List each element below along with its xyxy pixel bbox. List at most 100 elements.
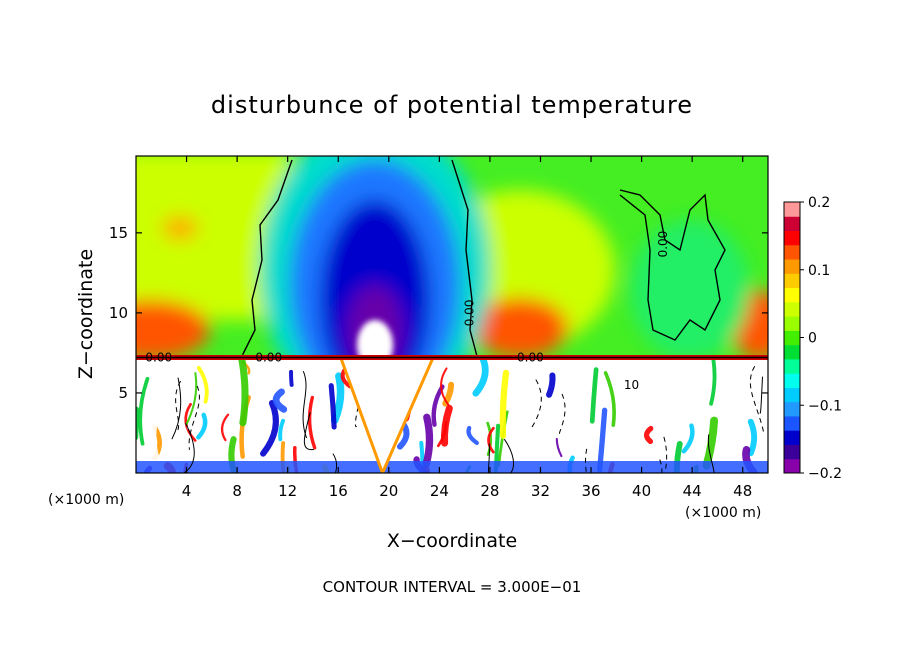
warm-spot-15: [162, 216, 198, 240]
plot-frame: [135, 155, 769, 474]
x-tick-label: 44: [683, 482, 702, 500]
x-tick-label: 36: [581, 482, 600, 500]
turbulent-streak: [709, 358, 717, 406]
turbulent-streak: [472, 356, 489, 397]
turbulent-streak: [567, 455, 575, 473]
turbulent-streak: [196, 412, 208, 440]
turbulent-streak: [238, 354, 249, 427]
x-tick-label: 12: [278, 482, 297, 500]
x-unit-right: (×1000 m): [685, 505, 761, 521]
turbulent-streak: [440, 404, 453, 447]
colorbar-swatch: [784, 287, 800, 303]
zero-contour-left: [239, 159, 293, 361]
colorbar-swatch: [784, 202, 800, 217]
turbulent-streak: [589, 367, 599, 424]
lower-contour: [171, 377, 182, 440]
upper-field: [136, 156, 768, 420]
colorbar-tick-label: −0.2: [808, 466, 842, 482]
lower-contour: [303, 412, 315, 450]
turbulent-streak: [262, 370, 273, 419]
turbulent-streak: [555, 437, 563, 458]
contour-label: 0.00: [517, 351, 544, 365]
colorbar-swatch: [784, 259, 800, 274]
contour-label: 10: [624, 378, 639, 392]
x-tick-label: 48: [733, 482, 752, 500]
colorbar-swatch: [784, 444, 800, 460]
zero-contour-mid: [451, 159, 479, 361]
turbulent-streak: [196, 365, 209, 404]
x-tick-label: 32: [531, 482, 550, 500]
x-unit-left: (×1000 m): [48, 492, 124, 508]
turbulent-streak: [289, 369, 294, 387]
lower-contour: [354, 389, 365, 427]
x-tick-label: 8: [232, 482, 242, 500]
turbulent-streak: [184, 402, 197, 442]
colorbar-swatch: [784, 316, 800, 331]
turbulent-streak: [440, 367, 450, 407]
colorbar-tick-label: −0.1: [808, 398, 842, 414]
colorbar-swatch: [784, 216, 800, 232]
y-tick-label: 5: [118, 384, 128, 402]
lower-contour: [559, 393, 566, 435]
colorbar-tick-label: 0: [808, 331, 817, 347]
contour-labels: 0.00 0.00 0.00 0.00 0.00 10: [145, 231, 670, 392]
colorbar-swatch: [784, 458, 800, 474]
colorbar-swatch: [784, 230, 800, 246]
y-tick-label: 10: [109, 304, 128, 322]
y-axis: 5 10 15: [109, 224, 768, 402]
turbulent-streak: [138, 376, 150, 446]
lower-contour: [503, 438, 514, 473]
y-axis-label: Z−coordinate: [75, 249, 97, 379]
colorbar-tick-label: 0.2: [808, 195, 830, 211]
contour-label: 0.00: [656, 231, 670, 258]
turbulent-streak: [328, 383, 337, 430]
turbulent-streak: [747, 418, 758, 457]
warm-band-left: [136, 300, 210, 360]
turbulent-streak: [278, 418, 285, 442]
colorbar-swatch: [784, 401, 800, 417]
turbulent-streak: [419, 440, 425, 473]
colorbar-swatch: [784, 344, 800, 360]
colorbar-swatch: [784, 273, 800, 289]
turbulent-streak: [546, 372, 556, 398]
contour-label: 0.00: [255, 351, 282, 365]
contour-interval-note: CONTOUR INTERVAL = 3.000E−01: [323, 578, 582, 596]
lower-contour: [707, 434, 715, 473]
green-pool: [630, 220, 750, 360]
chart-title: disturbunce of potential temperature: [211, 91, 693, 119]
x-tick-label: 20: [379, 482, 398, 500]
colorbar: 0.2 0.1 0 −0.1 −0.2: [783, 195, 842, 482]
x-axis-label: X−coordinate: [387, 530, 517, 552]
lower-contour: [302, 371, 308, 439]
x-tick-label: 16: [329, 482, 348, 500]
colorbar-swatch: [784, 244, 800, 260]
colorbar-swatch: [784, 301, 800, 317]
warm-band-30: [472, 298, 568, 358]
x-tick-label: 28: [480, 482, 499, 500]
turbulent-streak: [422, 413, 434, 468]
x-axis: 4 8 12 16 20 24 28 32 36 40 44 48: [182, 156, 752, 500]
turbulent-streak: [499, 369, 510, 439]
lower-contour: [663, 436, 668, 473]
colorbar-swatch: [784, 415, 800, 431]
colorbar-swatch: [784, 373, 800, 388]
colorbar-swatch: [784, 387, 800, 403]
lower-contour: [332, 453, 338, 473]
lower-contour: [487, 443, 490, 473]
colorbar-swatch: [784, 430, 800, 445]
x-tick-label: 24: [430, 482, 449, 500]
turbulent-streak: [160, 402, 170, 454]
turbulent-streak: [220, 413, 230, 442]
lower-contour: [530, 379, 542, 430]
turbulent-streak: [340, 368, 352, 389]
bottom-band: [136, 461, 768, 473]
x-tick-label: 4: [182, 482, 192, 500]
y-tick-label: 15: [109, 224, 128, 242]
turbulent-streak: [466, 425, 479, 446]
lower-contour: [175, 380, 181, 432]
x-tick-label: 40: [632, 482, 651, 500]
turbulent-streak: [260, 400, 279, 457]
colorbar-swatch: [784, 358, 800, 374]
turbulent-streak: [603, 371, 616, 427]
